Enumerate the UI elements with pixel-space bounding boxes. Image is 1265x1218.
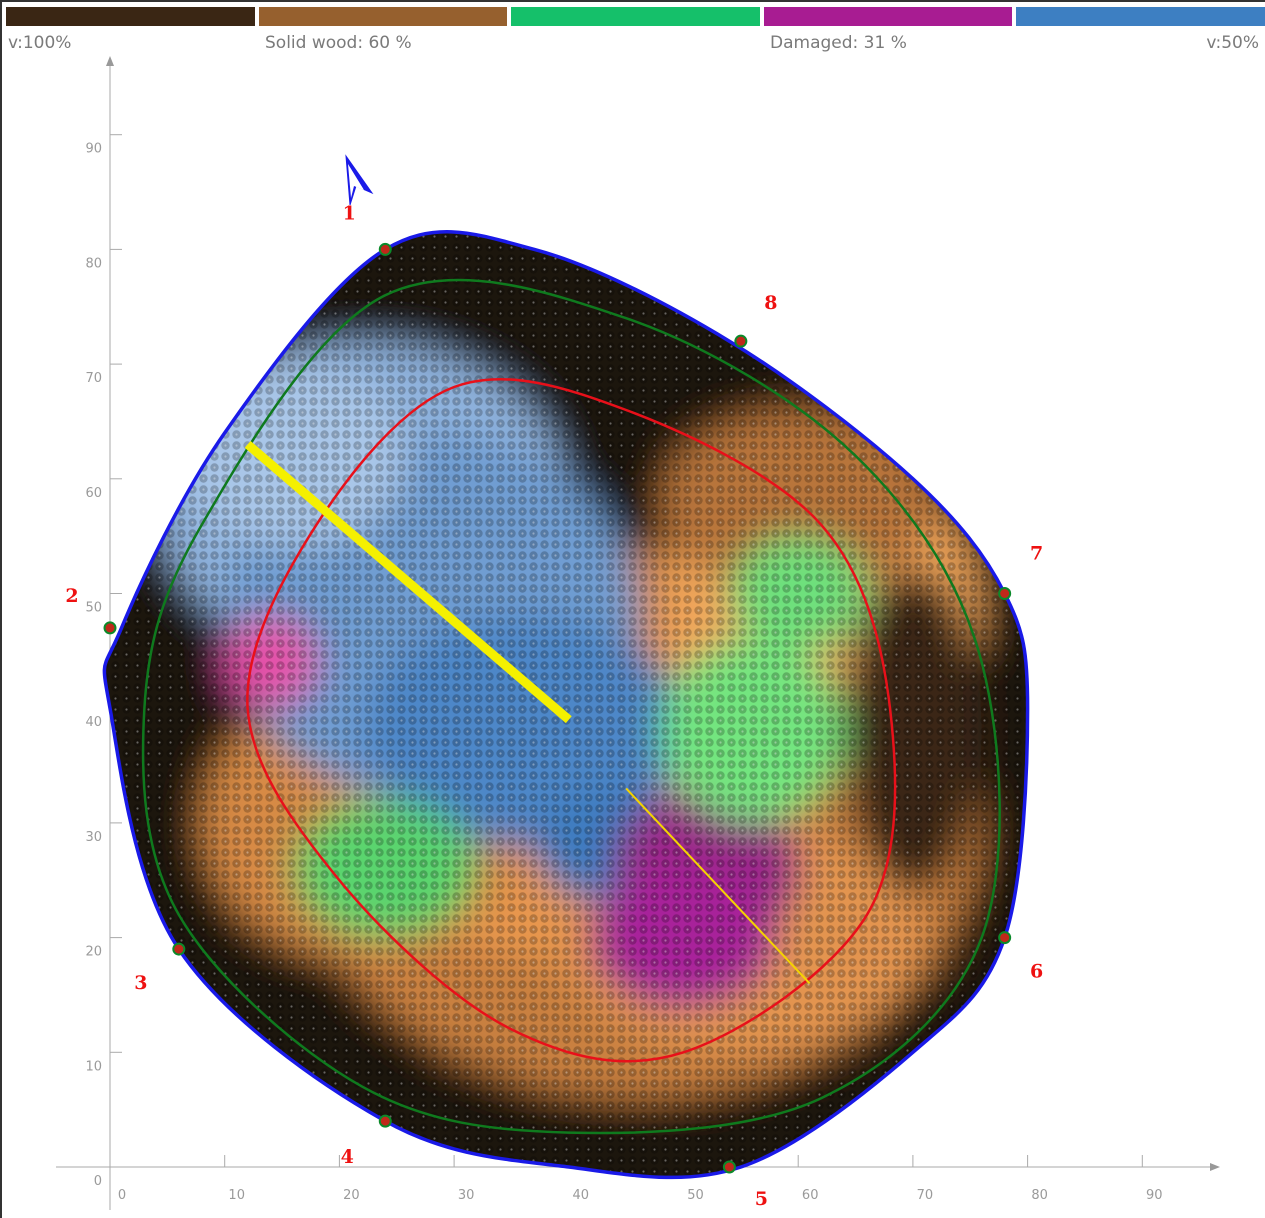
y-tick-label: 90 [85, 142, 102, 157]
colorbar-segment-cavity [1016, 7, 1265, 26]
colorbar-segment-damaged [763, 7, 1013, 26]
x-tick-label: 20 [343, 1188, 360, 1203]
x-tick-label: 80 [1031, 1188, 1048, 1203]
sensor-point-1 [378, 242, 392, 256]
sensor-label-8: 8 [764, 292, 777, 314]
y-axis-arrow [106, 56, 114, 66]
sensor-label-4: 4 [341, 1146, 354, 1168]
crack-line [625, 787, 811, 985]
y-tick-label: 0 [94, 1174, 102, 1189]
y-tick-label: 70 [85, 371, 102, 386]
sensor-point-3 [172, 942, 186, 956]
sensor-point-4 [378, 1114, 392, 1128]
x-axis-arrow [1210, 1163, 1220, 1171]
sensor-label-1: 1 [343, 202, 356, 224]
y-tick-label: 40 [85, 715, 102, 730]
sensor-label-7: 7 [1030, 543, 1043, 565]
y-tick-label: 10 [85, 1059, 102, 1074]
velocity-colorbar [6, 7, 1265, 26]
plot-overlays: 1 2 3 4 5 6 7 8 [65, 154, 1043, 1210]
legend-solid-wood: Solid wood: 60 % [265, 33, 412, 53]
legend-damaged: Damaged: 31 % [770, 33, 907, 53]
sensor-label-2: 2 [65, 585, 78, 607]
x-tick-label: 50 [687, 1188, 704, 1203]
x-tick-label: 70 [917, 1188, 934, 1203]
red-contour [246, 377, 897, 1063]
x-tick-label: 10 [228, 1188, 245, 1203]
sensor-point-7 [998, 587, 1012, 600]
colorbar-segment-sound-dark [6, 7, 255, 26]
x-tick-label: 40 [573, 1188, 590, 1203]
sensor-label-6: 6 [1030, 961, 1043, 983]
y-tick-label: 20 [85, 945, 102, 960]
sensor-point-8 [734, 334, 748, 348]
x-tick-label: 90 [1146, 1188, 1163, 1203]
x-tick-label: 60 [802, 1188, 819, 1203]
colorbar-segment-solid-wood [258, 7, 508, 26]
x-tick-label: 30 [458, 1188, 475, 1203]
cavity-line [244, 440, 572, 724]
green-contour [141, 278, 1001, 1135]
legend-velocity-max: v:100% [8, 33, 72, 53]
y-tick-label: 50 [85, 601, 102, 616]
sensor-point-2 [103, 621, 117, 635]
stem-outline [102, 230, 1030, 1180]
x-tick-label: 0 [118, 1188, 126, 1203]
sensor-point-5 [722, 1160, 736, 1174]
sensor-point-6 [998, 931, 1012, 945]
y-tick-label: 30 [85, 830, 102, 845]
y-tick-label: 80 [85, 256, 102, 271]
north-arrow-inner [348, 164, 364, 198]
sensor-label-3: 3 [134, 972, 147, 994]
sensor-label-5: 5 [755, 1188, 768, 1210]
legend-velocity-min: v:50% [1206, 33, 1259, 53]
y-tick-label: 60 [85, 486, 102, 501]
colorbar-segment-transition [511, 7, 760, 26]
